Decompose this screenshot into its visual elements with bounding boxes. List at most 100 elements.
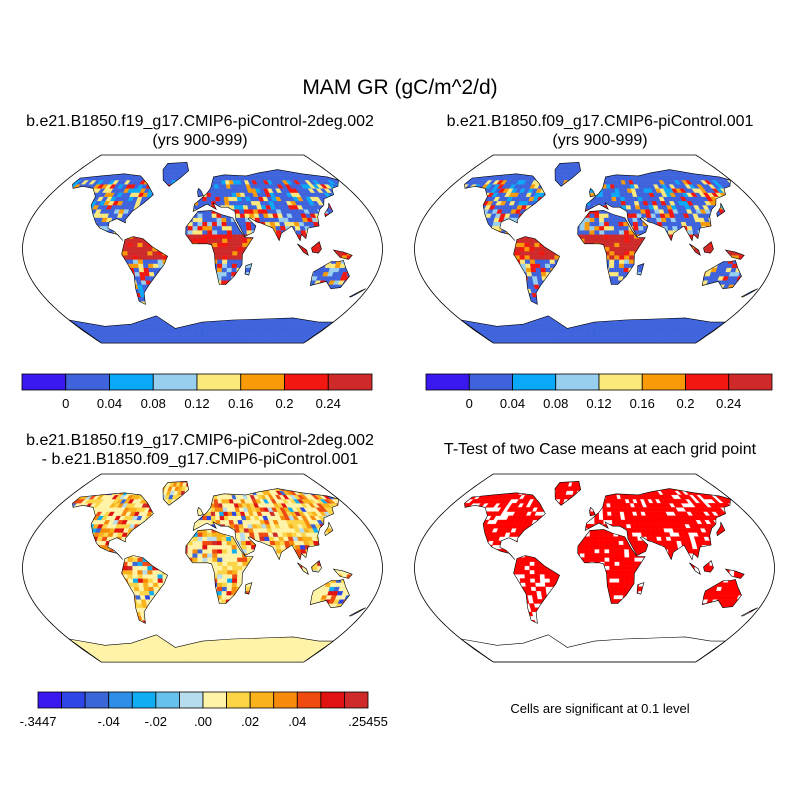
sumatra-outline <box>689 562 701 576</box>
colorbar-swatch <box>131 691 157 709</box>
colorbar-tick-label: -.04 <box>98 714 120 729</box>
colorbar-tick-label: 0.16 <box>228 396 253 411</box>
australia-outline <box>309 579 350 609</box>
colorbar-tick-label: -.3447 <box>20 714 57 729</box>
colorbar-case2: 0 0.04 0.08 0.12 0.16 0.2 0.24 <box>425 373 773 411</box>
colorbar-tick-label: 0.12 <box>184 396 209 411</box>
panel-title-line: b.e21.B1850.f09_g17.CMIP6-piControl.001 <box>446 113 754 130</box>
japan-outline <box>716 521 726 537</box>
colorbar-swatch <box>84 691 110 709</box>
panel-title-line: b.e21.B1850.f19_g17.CMIP6-piControl-2deg… <box>26 113 374 130</box>
colorbar-swatch <box>555 373 600 391</box>
significance-note: Cells are significant at 0.1 level <box>510 701 690 716</box>
new-zealand-outline <box>349 607 366 617</box>
south-america-outline <box>513 236 560 305</box>
new-zealand-outline <box>741 607 758 617</box>
colorbar-swatch <box>65 373 110 391</box>
colorbar-swatch <box>468 373 513 391</box>
colorbar-tick-label: .00 <box>194 714 212 729</box>
new-guinea-outline <box>332 249 353 260</box>
colorbar-tick-label: 0.08 <box>543 396 568 411</box>
madagascar-outline <box>244 582 253 595</box>
south-america-outline <box>121 236 168 305</box>
antarctica-outline <box>68 634 335 663</box>
new-zealand-outline <box>741 288 758 298</box>
antarctica-outline <box>460 315 727 344</box>
australia-outline <box>701 260 742 290</box>
borneo-outline <box>311 241 322 254</box>
colorbar-swatch <box>202 691 227 709</box>
map-case2 <box>414 154 775 344</box>
madagascar-outline <box>636 263 645 276</box>
eurasia-outline <box>584 169 731 242</box>
colorbar-tick-label: 0.2 <box>275 396 293 411</box>
new-zealand-outline <box>349 288 366 298</box>
colorbar-tick-label: 0.2 <box>676 396 694 411</box>
colorbar-tick-label: .25455 <box>348 714 388 729</box>
panel-title-difference: b.e21.B1850.f19_g17.CMIP6-piControl-2deg… <box>0 431 400 469</box>
new-guinea-outline <box>332 568 353 579</box>
colorbar-swatch <box>685 373 730 391</box>
colorbar-tick-label: 0 <box>62 396 69 411</box>
panel-title-case1: b.e21.B1850.f19_g17.CMIP6-piControl-2deg… <box>0 112 400 150</box>
africa-outline <box>577 210 646 285</box>
greenland-outline <box>554 480 582 506</box>
colorbar-swatch <box>109 373 154 391</box>
colorbar-tick-label: -.02 <box>145 714 167 729</box>
figure-title: MAM GR (gC/m^2/d) <box>302 76 498 99</box>
africa-outline <box>185 529 254 604</box>
colorbar-swatch <box>240 373 285 391</box>
eurasia-outline <box>584 488 731 561</box>
greenland-outline <box>162 161 190 187</box>
colorbar-swatch <box>425 373 470 391</box>
colorbar-tick-label: 0.04 <box>97 396 122 411</box>
borneo-outline <box>311 560 322 573</box>
north-america-outline <box>464 173 546 241</box>
colorbar-swatch <box>598 373 643 391</box>
colorbar-swatch <box>728 373 773 391</box>
south-america-outline <box>513 555 560 624</box>
map-difference <box>22 473 383 663</box>
colorbar-tick-label: 0 <box>466 396 473 411</box>
borneo-outline <box>703 560 714 573</box>
colorbar-tick-label: 0.24 <box>716 396 741 411</box>
colorbar-swatch <box>284 373 329 391</box>
japan-outline <box>324 521 334 537</box>
colorbar-swatch <box>37 691 62 709</box>
colorbar-tick-label: 0.08 <box>141 396 166 411</box>
globe-outline <box>414 473 775 663</box>
africa-outline <box>185 210 254 285</box>
map-case1 <box>22 154 383 344</box>
colorbar-tick-label: 0.24 <box>316 396 341 411</box>
africa-outline <box>577 529 646 604</box>
colorbar-difference: -.3447 -.04 -.02 .00 .02 .04 .25455 <box>20 691 388 729</box>
colorbar-swatch <box>21 373 67 391</box>
great-britain-outline <box>197 506 204 517</box>
south-america-outline <box>121 555 168 624</box>
panel-title-ttest: T-Test of two Case means at each grid po… <box>400 440 800 459</box>
colorbar-tick-label: 0.16 <box>630 396 655 411</box>
colorbar-swatch <box>512 373 557 391</box>
madagascar-outline <box>244 263 253 276</box>
colorbar-swatch <box>273 691 298 709</box>
panel-title-line: (yrs 900-999) <box>552 132 648 149</box>
antarctica-outline <box>460 634 727 663</box>
colorbar-swatch <box>296 691 322 709</box>
colorbar-tick-label: .02 <box>241 714 259 729</box>
map-ttest <box>414 473 775 663</box>
greenland-outline <box>162 480 190 506</box>
sumatra-outline <box>297 562 309 576</box>
madagascar-outline <box>636 582 645 595</box>
north-america-outline <box>72 492 154 560</box>
sumatra-outline <box>297 243 309 257</box>
north-america-outline <box>72 173 154 241</box>
japan-outline <box>324 202 334 218</box>
great-britain-outline <box>197 187 204 198</box>
colorbar-swatch <box>152 373 198 391</box>
great-britain-outline <box>589 187 596 198</box>
panel-title-line: - b.e21.B1850.f09_g17.CMIP6-piControl.00… <box>41 451 359 468</box>
colorbar-swatch <box>327 373 373 391</box>
new-guinea-outline <box>724 568 745 579</box>
colorbar-swatch <box>344 691 369 709</box>
colorbar-swatch <box>641 373 686 391</box>
